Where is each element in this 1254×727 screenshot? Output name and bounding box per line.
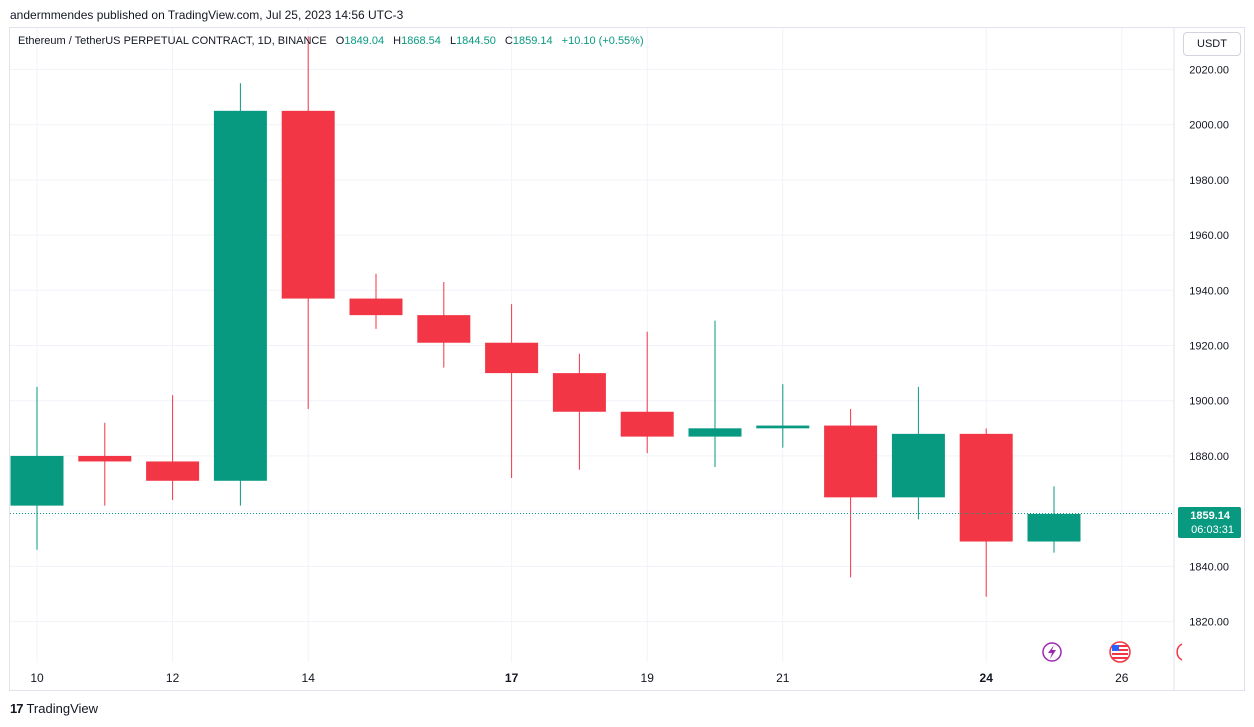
footer-branding: 17 TradingView [10,701,98,716]
lightning-event-icon[interactable] [1042,642,1062,662]
time-tick-label: 17 [505,671,519,685]
price-tick-label: 1880.00 [1189,451,1229,463]
candle-body [349,298,403,316]
change-value: +10.10 (+0.55%) [561,35,644,47]
last-price-badge: 1859.14 06:03:31 [1178,507,1241,538]
brand-label: TradingView [26,701,99,716]
price-tick-label: 2020.00 [1189,64,1229,76]
candle-body [1027,513,1081,542]
price-tick-label: 1820.00 [1189,617,1229,629]
price-tick-label: 1980.00 [1189,175,1229,187]
low-value: 1844.50 [456,35,496,47]
time-tick-label: 10 [30,671,44,685]
time-axis[interactable]: 10 12 14 17 19 21 24 26 [30,671,1128,685]
candle-body [824,425,878,498]
bar-countdown-label: 06:03:31 [1191,524,1234,536]
price-tick-label: 1940.00 [1189,285,1229,297]
us-flag-event-icon[interactable] [1109,641,1131,663]
candle-body [891,433,945,498]
price-tick-label: 1920.00 [1189,341,1229,353]
open-label: O [335,35,345,47]
high-value: 1868.54 [401,35,441,47]
published-caption: andermmendes published on TradingView.co… [10,8,404,22]
last-price-label: 1859.14 [1190,510,1231,522]
time-tick-label: 26 [1115,671,1129,685]
symbol-title[interactable]: Ethereum / TetherUS PERPETUAL CONTRACT, … [18,35,327,47]
candle-body [78,455,132,462]
currency-button[interactable]: USDT [1183,32,1241,56]
candle-body [281,110,335,299]
event-icon[interactable] [1176,643,1183,661]
open-value: 1849.04 [344,35,385,47]
candle-body [146,461,200,481]
candle-body [417,315,471,343]
high-label: H [393,35,402,47]
low-label: L [449,35,457,47]
time-tick-label: 19 [641,671,655,685]
price-axis[interactable]: 1820.001840.001860.001880.001900.001920.… [1189,64,1229,628]
candle-body [959,433,1013,542]
time-tick-label: 24 [980,671,994,685]
candles [10,36,1081,597]
price-tick-label: 1900.00 [1189,396,1229,408]
chart-frame [9,27,1245,691]
price-tick-label: 1960.00 [1189,230,1229,242]
candle-body [10,455,64,506]
time-tick-label: 12 [166,671,180,685]
tradingview-logo-icon: 17 [10,701,24,716]
candle-body [213,110,267,481]
candle-body [620,411,674,437]
time-tick-label: 14 [302,671,316,685]
candle-body [756,425,810,429]
candle-body [485,342,539,374]
last-price-badge-bg [1178,507,1241,538]
close-value: 1859.14 [512,35,553,47]
candle-body [688,428,742,437]
time-tick-label: 21 [776,671,790,685]
price-tick-label: 2000.00 [1189,120,1229,132]
ohlc-legend: Ethereum / TetherUS PERPETUAL CONTRACT, … [18,35,644,47]
candle-body [552,373,606,412]
price-tick-label: 1840.00 [1189,561,1229,573]
grid-lines [10,28,1174,663]
close-label: C [504,35,513,47]
